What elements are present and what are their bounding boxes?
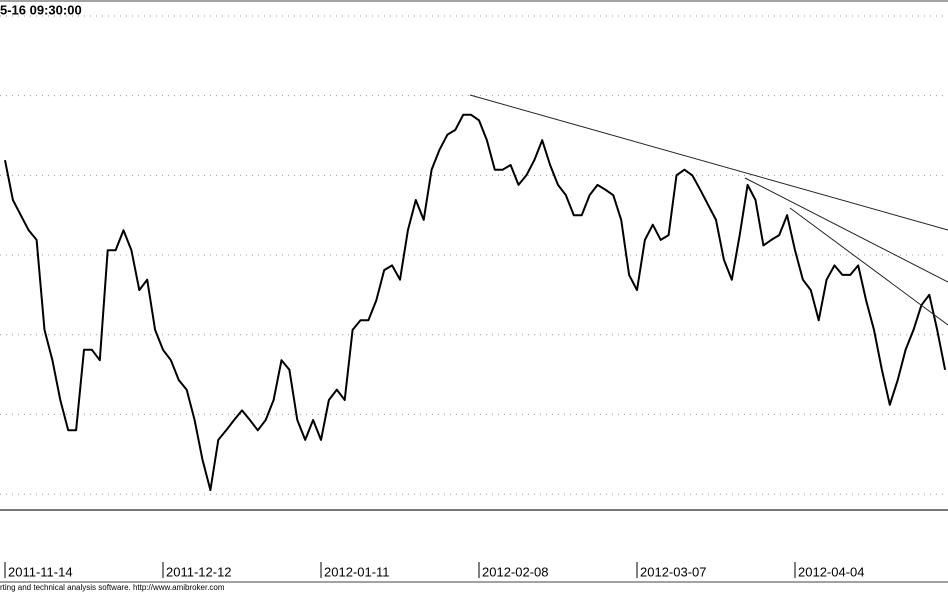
trend-line <box>469 94 948 231</box>
x-tick-label: 2012-02-08 <box>482 564 549 579</box>
x-tick-label: 2011-12-12 <box>166 564 232 579</box>
x-tick-label: 2011-11-14 <box>8 564 73 579</box>
footer: rting and technical analysis software. h… <box>0 583 225 592</box>
trend-line <box>744 177 948 283</box>
x-tick-label: 2012-04-04 <box>798 564 865 579</box>
x-tick-label: 2012-01-11 <box>324 564 390 579</box>
chart-title: 5-16 09:30:00 <box>0 2 82 17</box>
price-line <box>4 113 947 492</box>
x-tick-label: 2012-03-07 <box>640 564 707 579</box>
trend-lines <box>469 94 948 326</box>
trend-line <box>789 207 948 326</box>
